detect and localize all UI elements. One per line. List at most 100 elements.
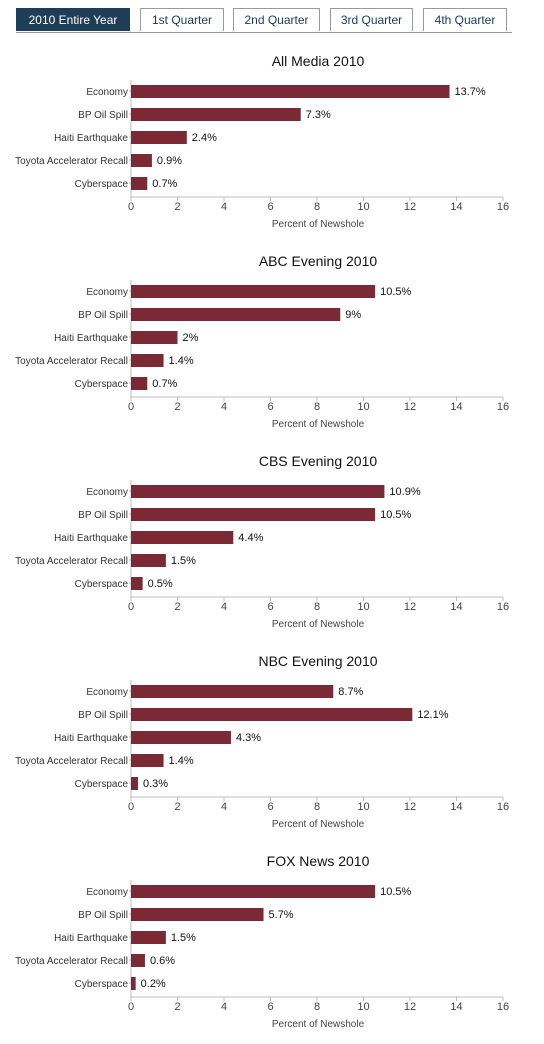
- bar: [131, 531, 234, 544]
- data-label: 1.5%: [171, 555, 196, 567]
- x-tick-label: 16: [497, 1001, 509, 1013]
- data-label: 7.3%: [306, 109, 331, 121]
- tab-1st-quarter[interactable]: 1st Quarter: [140, 8, 224, 31]
- data-label: 4.4%: [238, 532, 263, 544]
- category-label: Cyberspace: [75, 379, 129, 390]
- x-tick-label: 8: [314, 401, 320, 413]
- bar: [131, 131, 187, 144]
- bar: [131, 308, 341, 321]
- x-tick-label: 0: [128, 601, 134, 613]
- chart-title: NBC Evening 2010: [258, 653, 377, 669]
- x-tick-label: 4: [221, 201, 227, 213]
- category-label: Haiti Earthquake: [54, 933, 128, 944]
- x-tick-label: 0: [128, 801, 134, 813]
- quarter-tab-bar: 2010 Entire Year 1st Quarter 2nd Quarter…: [16, 8, 512, 33]
- bar: [131, 354, 164, 367]
- data-label: 0.3%: [143, 778, 168, 790]
- data-label: 1.4%: [169, 755, 194, 767]
- x-tick-label: 10: [357, 601, 369, 613]
- data-label: 13.7%: [455, 86, 486, 98]
- x-tick-label: 10: [357, 401, 369, 413]
- x-axis-label: Percent of Newshole: [272, 1019, 365, 1030]
- bar: [131, 485, 385, 498]
- data-label: 0.6%: [150, 955, 175, 967]
- category-label: Economy: [86, 487, 128, 498]
- x-tick-label: 4: [221, 1001, 227, 1013]
- x-tick-label: 10: [357, 1001, 369, 1013]
- chart-title: ABC Evening 2010: [259, 253, 378, 269]
- chart-1: ABC Evening 2010 0 2 4 6 8 10 12 14 16 Percent of …: [15, 253, 509, 430]
- x-tick-label: 14: [450, 401, 462, 413]
- category-label: Haiti Earthquake: [54, 133, 128, 144]
- x-tick-label: 10: [357, 201, 369, 213]
- data-label: 10.5%: [380, 286, 411, 298]
- category-label: Haiti Earthquake: [54, 733, 128, 744]
- x-tick-label: 14: [450, 801, 462, 813]
- data-label: 0.2%: [141, 978, 166, 990]
- x-tick-label: 8: [314, 601, 320, 613]
- chart-2: CBS Evening 2010 0 2 4 6 8 10 12 14 16 Percent of …: [15, 453, 509, 630]
- x-tick-label: 12: [404, 201, 416, 213]
- category-label: Economy: [86, 287, 128, 298]
- bar: [131, 177, 148, 190]
- x-tick-label: 16: [497, 601, 509, 613]
- category-label: Cyberspace: [75, 579, 129, 590]
- bar: [131, 85, 450, 98]
- bar: [131, 977, 136, 990]
- chart-0: All Media 2010 0 2 4 6 8 10 12 14 16 Percent of Ne…: [15, 53, 509, 230]
- bar: [131, 731, 231, 744]
- x-tick-label: 4: [221, 601, 227, 613]
- x-tick-label: 8: [314, 801, 320, 813]
- data-label: 10.5%: [380, 509, 411, 521]
- category-label: Cyberspace: [75, 979, 129, 990]
- data-label: 10.9%: [389, 486, 420, 498]
- x-tick-label: 8: [314, 1001, 320, 1013]
- data-label: 2.4%: [192, 132, 217, 144]
- data-label: 1.5%: [171, 932, 196, 944]
- x-tick-label: 8: [314, 201, 320, 213]
- chart-4: FOX News 2010 0 2 4 6 8 10 12 14 16 Percent of New…: [15, 853, 509, 1030]
- x-tick-label: 2: [174, 401, 180, 413]
- charts-area: All Media 2010 0 2 4 6 8 10 12 14 16 Percent of Ne…: [15, 53, 509, 1030]
- category-label: BP Oil Spill: [78, 910, 128, 921]
- category-label: BP Oil Spill: [78, 310, 128, 321]
- chart-3: NBC Evening 2010 0 2 4 6 8 10 12 14 16 Percent of …: [15, 653, 509, 830]
- bar: [131, 685, 334, 698]
- data-label: 0.7%: [152, 378, 177, 390]
- tab-3rd-quarter[interactable]: 3rd Quarter: [330, 8, 413, 31]
- data-label: 1.4%: [169, 355, 194, 367]
- tab-2010-entire-year[interactable]: 2010 Entire Year: [16, 8, 130, 31]
- x-tick-label: 16: [497, 201, 509, 213]
- x-tick-label: 4: [221, 401, 227, 413]
- bar: [131, 508, 376, 521]
- x-tick-label: 12: [404, 1001, 416, 1013]
- tab-4th-quarter[interactable]: 4th Quarter: [423, 8, 507, 31]
- data-label: 0.7%: [152, 178, 177, 190]
- category-label: Toyota Accelerator Recall: [15, 556, 128, 567]
- x-tick-label: 0: [128, 201, 134, 213]
- bar: [131, 554, 166, 567]
- x-axis-label: Percent of Newshole: [272, 419, 365, 430]
- x-tick-label: 6: [267, 601, 273, 613]
- bar: [131, 708, 413, 721]
- x-axis-label: Percent of Newshole: [272, 619, 365, 630]
- x-tick-label: 16: [497, 401, 509, 413]
- data-label: 4.3%: [236, 732, 261, 744]
- x-tick-label: 12: [404, 601, 416, 613]
- tab-2nd-quarter[interactable]: 2nd Quarter: [233, 8, 320, 31]
- data-label: 8.7%: [338, 686, 363, 698]
- category-label: Economy: [86, 887, 128, 898]
- x-axis-label: Percent of Newshole: [272, 819, 365, 830]
- chart-title: CBS Evening 2010: [259, 453, 378, 469]
- category-label: Cyberspace: [75, 179, 129, 190]
- x-tick-label: 2: [174, 801, 180, 813]
- x-tick-label: 2: [174, 201, 180, 213]
- chart-title: FOX News 2010: [267, 853, 370, 869]
- bar: [131, 377, 148, 390]
- data-label: 0.5%: [148, 578, 173, 590]
- x-tick-label: 14: [450, 201, 462, 213]
- bar: [131, 108, 301, 121]
- x-tick-label: 6: [267, 201, 273, 213]
- bar: [131, 285, 376, 298]
- data-label: 9%: [345, 309, 361, 321]
